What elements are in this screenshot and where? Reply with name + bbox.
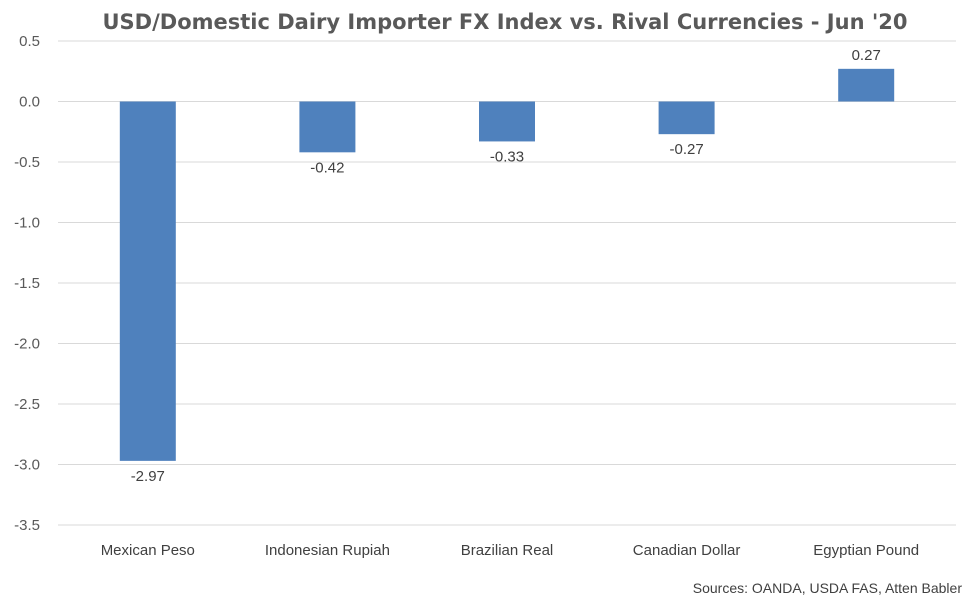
bars: [119, 68, 895, 461]
x-tick-label: Brazilian Real: [461, 542, 554, 559]
y-tick-label: -2.5: [14, 396, 40, 413]
bar: [479, 101, 535, 142]
data-label: -0.27: [669, 141, 703, 158]
data-label: -0.42: [310, 159, 344, 176]
source-note: Sources: OANDA, USDA FAS, Atten Babler: [693, 580, 963, 596]
y-tick-label: -2.0: [14, 336, 40, 353]
x-tick-label: Indonesian Rupiah: [265, 542, 390, 559]
y-tick-label: -1.5: [14, 275, 40, 292]
y-tick-label: 0.0: [19, 94, 40, 111]
y-tick-label: -1.0: [14, 215, 40, 232]
x-tick-label: Canadian Dollar: [633, 542, 741, 559]
y-tick-label: -0.5: [14, 154, 40, 171]
x-tick-label: Mexican Peso: [101, 542, 195, 559]
x-axis: Mexican Peso Indonesian Rupiah Brazilian R…: [101, 542, 919, 559]
bar: [658, 101, 715, 135]
bar: [299, 101, 356, 153]
y-axis: 0.5 0.0 -0.5 -1.0 -1.5 -2.0 -2.5 -3.0 -3.5: [14, 33, 40, 534]
data-label: -0.33: [490, 148, 524, 165]
gridlines: [58, 40, 956, 526]
chart-title: USD/Domestic Dairy Importer FX Index vs.…: [102, 10, 907, 34]
data-label: 0.27: [852, 47, 881, 64]
y-tick-label: 0.5: [19, 33, 40, 50]
y-tick-label: -3.0: [14, 457, 40, 474]
bar: [838, 68, 895, 102]
x-tick-label: Egyptian Pound: [813, 542, 919, 559]
data-label: -2.97: [131, 468, 165, 485]
y-tick-label: -3.5: [14, 517, 40, 534]
bar: [119, 101, 176, 461]
data-labels: -2.97 -0.42 -0.33 -0.27 0.27: [131, 47, 881, 485]
